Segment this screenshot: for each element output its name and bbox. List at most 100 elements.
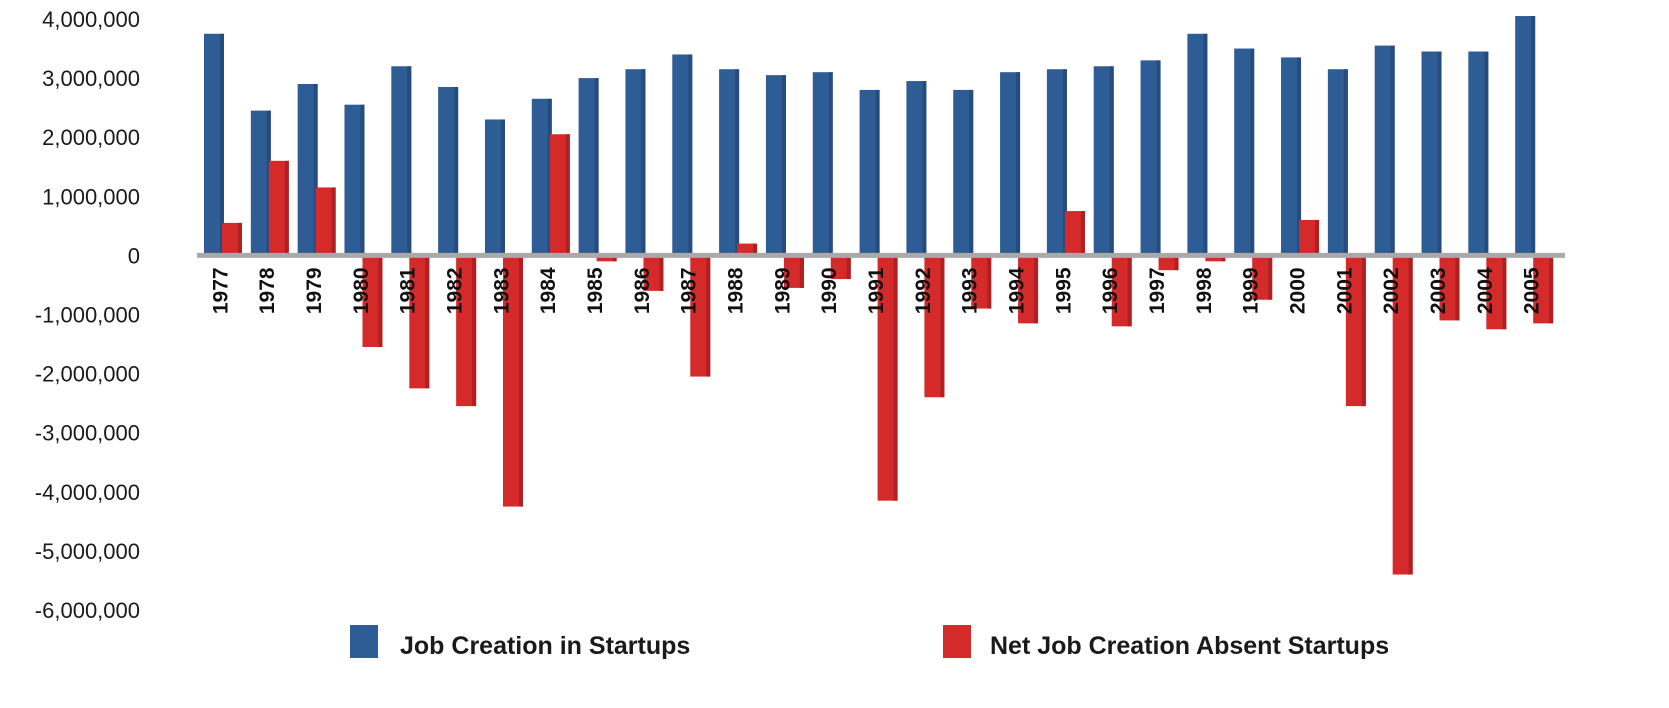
bar-job-creation-shade bbox=[1250, 48, 1255, 256]
bar-job-creation-shade bbox=[407, 66, 412, 256]
bar-net-job-creation bbox=[1533, 255, 1554, 324]
bar-net-job-creation bbox=[1158, 255, 1179, 271]
bar-net-job-creation bbox=[924, 255, 945, 398]
y-tick-label: -2,000,000 bbox=[35, 362, 140, 387]
bar-job-creation bbox=[859, 89, 880, 256]
legend-swatch-job-creation bbox=[350, 625, 378, 658]
bar-job-creation bbox=[953, 89, 974, 256]
bar-net-job-creation bbox=[1486, 255, 1507, 330]
x-tick-label: 2002 bbox=[1380, 267, 1403, 314]
bar-net-job-creation-shade bbox=[1315, 219, 1320, 256]
bar-net-job-creation-shade bbox=[1080, 211, 1085, 256]
x-tick-label: 1997 bbox=[1146, 267, 1169, 314]
bar-job-creation bbox=[250, 110, 271, 256]
bar-job-creation bbox=[1000, 72, 1021, 256]
bar-job-creation bbox=[672, 54, 693, 256]
bar-net-job-creation-shade bbox=[425, 255, 430, 389]
x-tick-label: 2003 bbox=[1427, 267, 1450, 314]
x-tick-label: 1981 bbox=[397, 267, 420, 314]
bar-net-job-creation bbox=[971, 255, 992, 309]
bar-net-job-creation bbox=[1111, 255, 1132, 327]
bar-job-creation-shade bbox=[1109, 66, 1114, 256]
bar-net-job-creation-shade bbox=[472, 255, 477, 407]
bar-job-creation-shade bbox=[1062, 69, 1067, 256]
x-tick-label: 1980 bbox=[350, 267, 373, 314]
bar-job-creation bbox=[438, 86, 459, 256]
bar-net-job-creation bbox=[1064, 211, 1085, 256]
bar-job-creation-shade bbox=[1484, 51, 1489, 256]
bar-net-job-creation bbox=[783, 255, 804, 288]
x-tick-label: 2001 bbox=[1333, 267, 1356, 314]
bar-net-job-creation-shade bbox=[987, 255, 992, 309]
legend-swatch-net-job-creation bbox=[943, 625, 971, 658]
bar-net-job-creation bbox=[362, 255, 383, 347]
x-tick-label: 1989 bbox=[771, 267, 794, 314]
bar-job-creation bbox=[391, 66, 412, 256]
bar-job-creation bbox=[344, 104, 365, 256]
bar-net-job-creation-shade bbox=[1502, 255, 1507, 330]
bar-net-job-creation-shade bbox=[846, 255, 851, 280]
bar-job-creation bbox=[765, 75, 786, 256]
bar-net-job-creation-shade bbox=[518, 255, 523, 507]
bar-job-creation bbox=[1374, 45, 1395, 256]
bar-job-creation bbox=[531, 98, 552, 256]
bar-job-creation-shade bbox=[735, 69, 740, 256]
bar-net-job-creation bbox=[1018, 255, 1039, 324]
x-tick-label: 1982 bbox=[444, 267, 467, 314]
bar-job-creation bbox=[578, 78, 599, 256]
bar-net-job-creation bbox=[877, 255, 898, 501]
bar-net-job-creation bbox=[1392, 255, 1413, 575]
bar-net-job-creation-shade bbox=[612, 255, 617, 262]
bar-job-creation-shade bbox=[313, 84, 318, 256]
bar-job-creation-shade bbox=[969, 89, 974, 256]
bar-job-creation bbox=[1046, 69, 1067, 256]
bar-job-creation-shade bbox=[688, 54, 693, 256]
x-tick-label: 1999 bbox=[1240, 267, 1263, 314]
bar-net-job-creation-shade bbox=[1268, 255, 1273, 300]
bar-job-creation bbox=[1421, 51, 1442, 256]
legend-label-net-job-creation: Net Job Creation Absent Startups bbox=[990, 632, 1389, 660]
x-tick-label: 1979 bbox=[303, 267, 326, 314]
bar-net-job-creation-shade bbox=[799, 255, 804, 288]
x-tick-label: 1991 bbox=[865, 267, 888, 314]
x-tick-label: 1985 bbox=[584, 267, 607, 314]
bar-job-creation-shade bbox=[594, 78, 599, 256]
bar-job-creation bbox=[1093, 66, 1114, 256]
x-tick-label: 1984 bbox=[537, 267, 560, 314]
bar-job-creation-shade bbox=[1531, 16, 1536, 256]
bar-net-job-creation bbox=[1205, 255, 1226, 262]
bar-job-creation bbox=[1327, 69, 1348, 256]
legend: Job Creation in Startups Net Job Creatio… bbox=[350, 625, 1389, 660]
bar-net-job-creation bbox=[830, 255, 851, 280]
bar-job-creation-shade bbox=[454, 86, 459, 256]
bar-net-job-creation-shade bbox=[1127, 255, 1132, 327]
bar-job-creation-shade bbox=[641, 69, 646, 256]
bar-net-job-creation-shade bbox=[1174, 255, 1179, 271]
bar-job-creation bbox=[1234, 48, 1255, 256]
legend-label-job-creation: Job Creation in Startups bbox=[400, 632, 690, 660]
bar-net-job-creation-shade bbox=[1221, 255, 1226, 262]
bar-net-job-creation-shade bbox=[1034, 255, 1039, 324]
x-tick-label: 1998 bbox=[1193, 267, 1216, 314]
x-tick-label: 1993 bbox=[959, 267, 982, 314]
bar-job-creation-shade bbox=[1437, 51, 1442, 256]
x-tick-label: 1988 bbox=[725, 267, 748, 314]
x-tick-label: 2000 bbox=[1286, 267, 1309, 314]
x-tick-label: 1978 bbox=[256, 267, 279, 314]
y-tick-label: 4,000,000 bbox=[42, 7, 140, 32]
bar-job-creation bbox=[1281, 57, 1302, 256]
bar-job-creation bbox=[812, 72, 833, 256]
y-tick-label: 3,000,000 bbox=[42, 66, 140, 91]
y-tick-label: -4,000,000 bbox=[35, 480, 140, 505]
bar-job-creation-shade bbox=[828, 72, 833, 256]
bar-job-creation bbox=[1468, 51, 1489, 256]
bar-job-creation-shade bbox=[781, 75, 786, 256]
bar-net-job-creation bbox=[1252, 255, 1273, 300]
bar-net-job-creation bbox=[549, 134, 570, 256]
bar-net-job-creation bbox=[1299, 219, 1320, 256]
bar-net-job-creation bbox=[268, 160, 289, 256]
bar-net-job-creation-shade bbox=[1361, 255, 1366, 407]
x-tick-label: 1994 bbox=[1005, 267, 1028, 314]
bar-job-creation-shade bbox=[220, 33, 224, 256]
